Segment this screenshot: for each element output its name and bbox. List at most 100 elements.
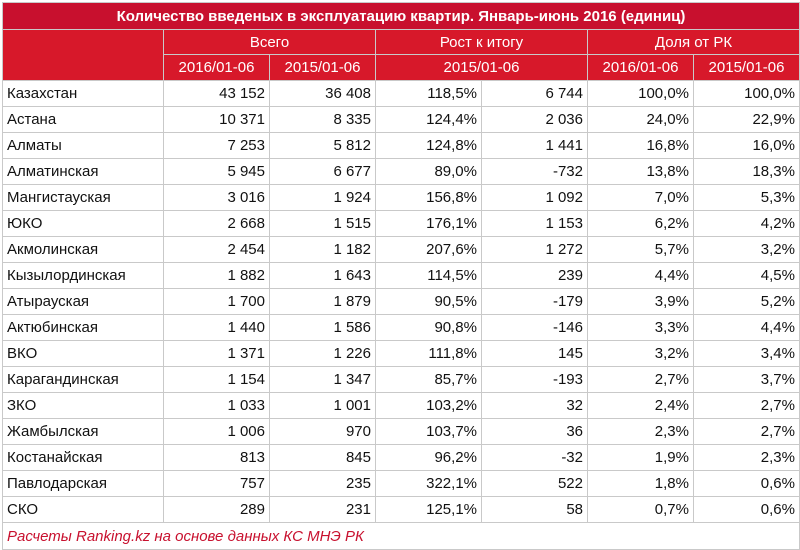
value-2016-cell: 1 154 [163,366,270,393]
growth-pct-cell: 90,5% [375,288,482,315]
table-row: ЮКО 2 668 1 515 176,1% 1 153 6,2% 4,2% [2,210,800,237]
table-title: Количество введеных в эксплуатацию кварт… [2,2,800,30]
value-2015-cell: 1 515 [269,210,376,237]
region-cell: Жамбылская [2,418,164,445]
growth-pct-cell: 207,6% [375,236,482,263]
value-2015-cell: 1 643 [269,262,376,289]
header-growth-period: 2015/01-06 [375,54,588,81]
value-2015-cell: 5 812 [269,132,376,159]
growth-abs-cell: -32 [481,444,588,471]
table-row: Актюбинская 1 440 1 586 90,8% -146 3,3% 4,4% [2,314,800,341]
share-2016-cell: 2,3% [587,418,694,445]
share-2015-cell: 0,6% [693,470,800,497]
table-row: ВКО 1 371 1 226 111,8% 145 3,2% 3,4% [2,340,800,367]
header-col-2015: 2015/01-06 [269,54,376,81]
source-note: Расчеты Ranking.kz на основе данных КС М… [2,522,800,550]
share-2015-cell: 5,3% [693,184,800,211]
growth-abs-cell: -146 [481,314,588,341]
table-row: Павлодарская 757 235 322,1% 522 1,8% 0,6% [2,470,800,497]
growth-pct-cell: 89,0% [375,158,482,185]
growth-pct-cell: 125,1% [375,496,482,523]
table-row: Карагандинская 1 154 1 347 85,7% -193 2,7% 3,7… [2,366,800,393]
growth-pct-cell: 118,5% [375,80,482,107]
share-2015-cell: 2,3% [693,444,800,471]
value-2016-cell: 3 016 [163,184,270,211]
share-2016-cell: 100,0% [587,80,694,107]
growth-abs-cell: 1 272 [481,236,588,263]
value-2015-cell: 970 [269,418,376,445]
share-2015-cell: 16,0% [693,132,800,159]
share-2016-cell: 4,4% [587,262,694,289]
table-body: Казахстан 43 152 36 408 118,5% 6 744 100,0% 10… [2,80,800,523]
growth-pct-cell: 176,1% [375,210,482,237]
growth-pct-cell: 96,2% [375,444,482,471]
value-2016-cell: 1 371 [163,340,270,367]
share-2015-cell: 4,5% [693,262,800,289]
share-2015-cell: 18,3% [693,158,800,185]
region-cell: Казахстан [2,80,164,107]
value-2015-cell: 231 [269,496,376,523]
table-row: Жамбылская 1 006 970 103,7% 36 2,3% 2,7% [2,418,800,445]
growth-pct-cell: 85,7% [375,366,482,393]
value-2016-cell: 1 440 [163,314,270,341]
growth-abs-cell: -179 [481,288,588,315]
share-2015-cell: 100,0% [693,80,800,107]
region-cell: Акмолинская [2,236,164,263]
growth-abs-cell: 522 [481,470,588,497]
growth-pct-cell: 111,8% [375,340,482,367]
value-2015-cell: 8 335 [269,106,376,133]
table-row: ЗКО 1 033 1 001 103,2% 32 2,4% 2,7% [2,392,800,419]
share-2015-cell: 4,4% [693,314,800,341]
table-row: Алматы 7 253 5 812 124,8% 1 441 16,8% 16,0% [2,132,800,159]
table-row: Кызылординская 1 882 1 643 114,5% 239 4,4% 4,5… [2,262,800,289]
value-2015-cell: 1 001 [269,392,376,419]
value-2015-cell: 6 677 [269,158,376,185]
share-2016-cell: 16,8% [587,132,694,159]
growth-abs-cell: 6 744 [481,80,588,107]
share-2016-cell: 13,8% [587,158,694,185]
share-2016-cell: 2,4% [587,392,694,419]
share-2016-cell: 3,2% [587,340,694,367]
value-2015-cell: 1 879 [269,288,376,315]
region-cell: ЗКО [2,392,164,419]
share-2016-cell: 0,7% [587,496,694,523]
header-growth-group: Рост к итогу [375,29,588,55]
region-cell: Павлодарская [2,470,164,497]
table-row: Акмолинская 2 454 1 182 207,6% 1 272 5,7% 3,2% [2,236,800,263]
region-cell: Кызылординская [2,262,164,289]
growth-pct-cell: 124,4% [375,106,482,133]
value-2016-cell: 2 668 [163,210,270,237]
value-2016-cell: 1 006 [163,418,270,445]
share-2015-cell: 3,4% [693,340,800,367]
value-2015-cell: 1 226 [269,340,376,367]
share-2016-cell: 1,9% [587,444,694,471]
table-row: Костанайская 813 845 96,2% -32 1,9% 2,3% [2,444,800,471]
growth-abs-cell: 1 153 [481,210,588,237]
header-col-2016: 2016/01-06 [163,54,270,81]
region-cell: СКО [2,496,164,523]
value-2015-cell: 1 924 [269,184,376,211]
region-cell: Атырауская [2,288,164,315]
table-row: Астана 10 371 8 335 124,4% 2 036 24,0% 22,9% [2,106,800,133]
share-2016-cell: 24,0% [587,106,694,133]
region-cell: ВКО [2,340,164,367]
growth-abs-cell: 1 441 [481,132,588,159]
table-row: Казахстан 43 152 36 408 118,5% 6 744 100,0% 10… [2,80,800,107]
share-2015-cell: 5,2% [693,288,800,315]
table-row: Атырауская 1 700 1 879 90,5% -179 3,9% 5,2% [2,288,800,315]
region-cell: Актюбинская [2,314,164,341]
value-2016-cell: 5 945 [163,158,270,185]
value-2015-cell: 1 347 [269,366,376,393]
share-2016-cell: 3,9% [587,288,694,315]
growth-pct-cell: 124,8% [375,132,482,159]
share-2015-cell: 2,7% [693,418,800,445]
share-2015-cell: 3,2% [693,236,800,263]
share-2015-cell: 2,7% [693,392,800,419]
growth-pct-cell: 103,7% [375,418,482,445]
table-row: Мангистауская 3 016 1 924 156,8% 1 092 7,0% 5,… [2,184,800,211]
value-2016-cell: 2 454 [163,236,270,263]
value-2016-cell: 1 700 [163,288,270,315]
share-2016-cell: 3,3% [587,314,694,341]
growth-abs-cell: 36 [481,418,588,445]
